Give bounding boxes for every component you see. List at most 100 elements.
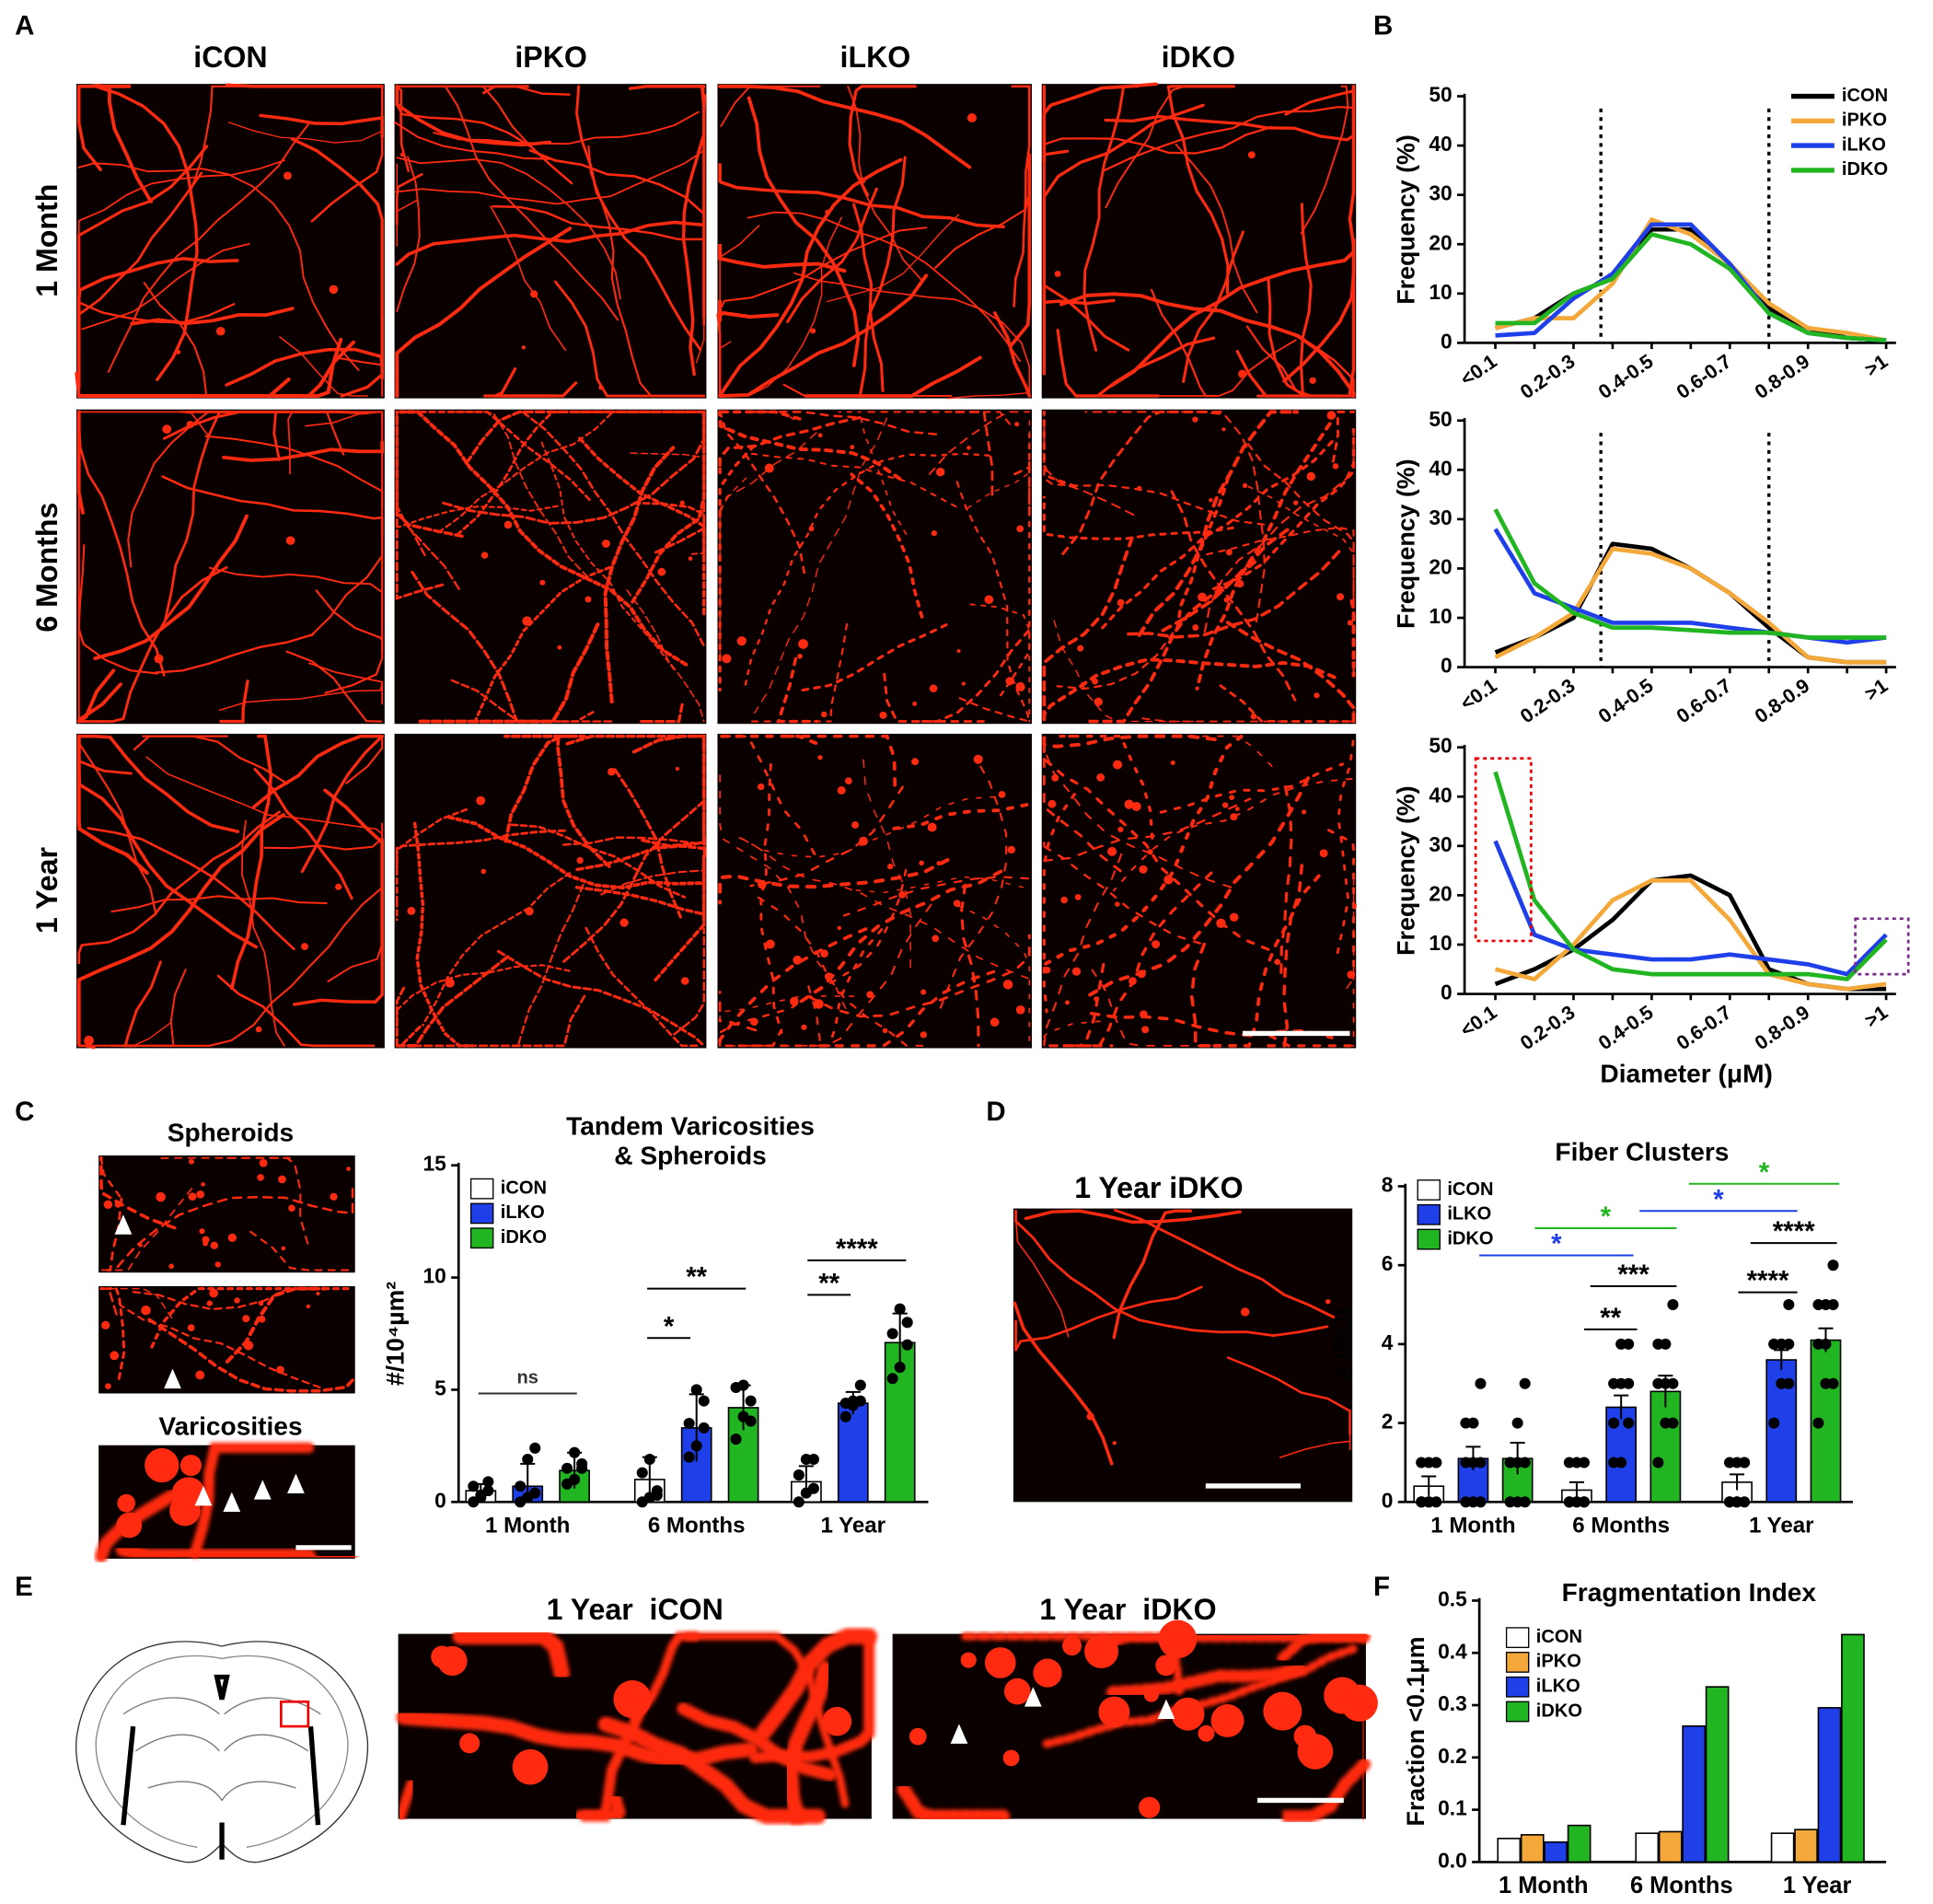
fiber: [1279, 784, 1293, 978]
fiber: [673, 911, 705, 1036]
fiber: [1014, 1209, 1329, 1338]
blob: [911, 758, 920, 766]
data-point: [690, 1384, 702, 1396]
blob: [1143, 1687, 1159, 1702]
fiber: [1245, 325, 1355, 398]
blob: [215, 326, 226, 336]
blob: [1238, 369, 1247, 378]
fiber: [504, 734, 611, 868]
fiber: [345, 735, 384, 784]
blob: [750, 1017, 758, 1027]
fiber: [492, 204, 705, 241]
y-tick-label: 0: [1441, 981, 1453, 1004]
fiber: [76, 766, 258, 949]
data-point: [698, 1422, 710, 1434]
blob: [1225, 549, 1233, 556]
blob: [931, 529, 937, 537]
y-tick-label: 2: [1382, 1410, 1394, 1434]
blob: [259, 1158, 268, 1167]
fiber: [1166, 85, 1235, 295]
blob: [1229, 912, 1239, 922]
y-tick-label: 6: [1382, 1251, 1394, 1275]
y-tick-label: 10: [1429, 280, 1452, 304]
blob: [1071, 967, 1082, 976]
micrograph: [716, 84, 1032, 400]
fiber: [1170, 490, 1297, 702]
y-tick-label: 0: [1441, 654, 1453, 678]
y-tick-label: 0.5: [1438, 1586, 1467, 1610]
blob: [1198, 1724, 1215, 1742]
blob: [919, 860, 924, 866]
fiber: [447, 815, 706, 890]
micrograph: [393, 84, 707, 399]
y-tick-label: 50: [1429, 734, 1452, 758]
fiber: [719, 764, 847, 1009]
fiber: [1195, 422, 1332, 691]
fiber: [218, 682, 383, 712]
fiber: [1182, 230, 1244, 384]
data-point: [1660, 1338, 1672, 1350]
data-point: [515, 1480, 527, 1492]
arrowhead: [950, 1724, 968, 1744]
micrograph: [1041, 409, 1357, 725]
x-tick-label: 0.2-0.3: [1516, 674, 1579, 727]
line-series: [1493, 771, 1888, 981]
blob: [850, 445, 855, 450]
blob: [1314, 692, 1320, 699]
y-tick-label: 5: [434, 1376, 446, 1399]
fiber: [1059, 735, 1154, 840]
blob: [285, 536, 295, 545]
legend-label: iDKO: [501, 1227, 547, 1248]
fiber: [641, 812, 706, 848]
blob: [680, 977, 689, 985]
y-tick-label: 30: [1429, 505, 1452, 529]
fiber: [782, 734, 897, 787]
panel-label: F: [1373, 1572, 1390, 1602]
significance-label: ***: [1617, 1260, 1649, 1290]
line-series: [1494, 541, 1887, 665]
fiber: [411, 570, 518, 724]
fiber: [154, 633, 315, 674]
significance-label: *: [1759, 1157, 1770, 1188]
bar: [1544, 1841, 1568, 1863]
blob: [407, 906, 416, 915]
blob: [306, 1304, 311, 1309]
fiber: [755, 1628, 878, 1741]
line-series: [1495, 222, 1887, 343]
blob: [141, 1305, 151, 1316]
fiber: [959, 883, 980, 1048]
image-background: [717, 409, 1032, 725]
y-tick-label: 8: [1382, 1172, 1394, 1196]
data-point: [1608, 1417, 1620, 1429]
error-bar: [567, 1451, 583, 1489]
blob: [1230, 813, 1238, 821]
fiber: [716, 313, 722, 398]
image-background: [98, 1445, 355, 1559]
blob: [330, 1192, 338, 1201]
fiber: [496, 949, 706, 1048]
data-point: [807, 1482, 819, 1494]
x-tick-label: <0.1: [1456, 1001, 1500, 1041]
blob: [1015, 681, 1025, 692]
error-bar: [892, 1312, 908, 1372]
fiber: [718, 1028, 783, 1048]
data-point: [683, 1451, 695, 1463]
fiber: [1206, 526, 1355, 598]
fiber: [397, 955, 510, 1048]
blob: [1124, 799, 1134, 809]
data-point: [1467, 1417, 1479, 1429]
fiber: [1219, 684, 1355, 723]
fiber: [585, 926, 701, 1048]
fiber: [1137, 410, 1299, 637]
blob: [162, 424, 172, 435]
fiber: [81, 242, 250, 331]
fiber: [396, 157, 621, 300]
blob: [145, 1447, 179, 1483]
blob: [1084, 1634, 1119, 1669]
legend-swatch: [1505, 1676, 1530, 1698]
x-tick-label: 1 Year: [1749, 1513, 1814, 1538]
x-tick-label: 0.4-0.5: [1594, 1001, 1657, 1054]
blob: [679, 500, 685, 505]
line-series: [1494, 217, 1887, 343]
blob: [866, 991, 874, 999]
